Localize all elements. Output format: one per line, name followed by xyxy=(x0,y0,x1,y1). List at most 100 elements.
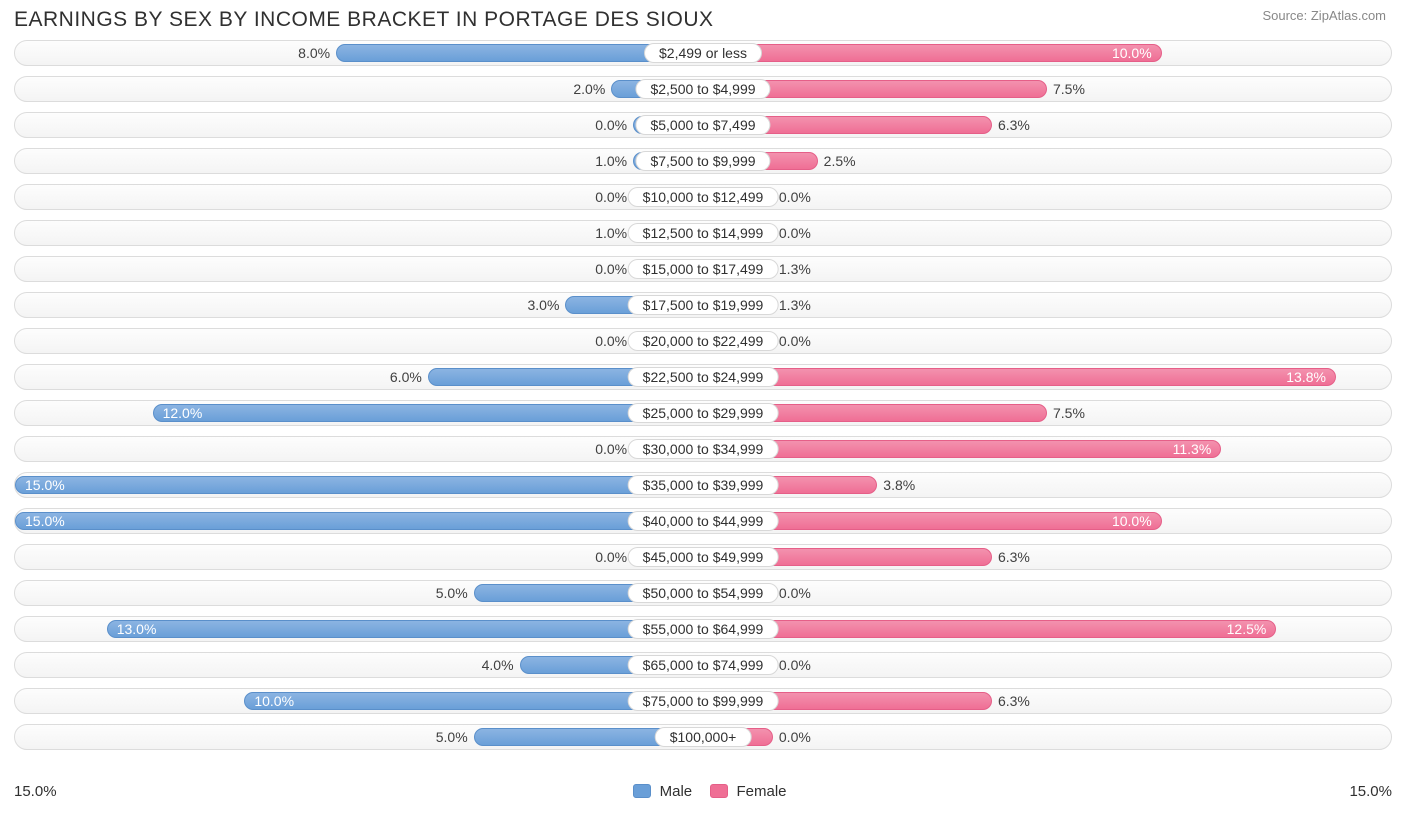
female-bar xyxy=(703,440,1221,458)
male-value: 4.0% xyxy=(482,653,520,677)
chart-row: 6.0% 13.8% $22,500 to $24,999 xyxy=(14,360,1392,394)
male-value: 2.0% xyxy=(573,77,611,101)
axis-max-right: 15.0% xyxy=(1349,783,1392,800)
female-value: 0.0% xyxy=(773,329,811,353)
category-label: $25,000 to $29,999 xyxy=(628,403,779,423)
category-label: $55,000 to $64,999 xyxy=(628,619,779,639)
female-value: 7.5% xyxy=(1047,401,1085,425)
legend-swatch-female xyxy=(710,784,728,798)
female-value: 10.0% xyxy=(1102,509,1162,533)
row-track: 13.0% 12.5% $55,000 to $64,999 xyxy=(14,616,1392,642)
chart-row: 15.0% 10.0% $40,000 to $44,999 xyxy=(14,504,1392,538)
male-value: 10.0% xyxy=(244,689,304,713)
category-label: $2,500 to $4,999 xyxy=(635,79,770,99)
male-value: 1.0% xyxy=(595,149,633,173)
row-track: 12.0%7.5%$25,000 to $29,999 xyxy=(14,400,1392,426)
female-value: 1.3% xyxy=(773,293,811,317)
chart-row: 2.0% 7.5% $2,500 to $4,999 xyxy=(14,72,1392,106)
chart-row: 1.0%0.0%$12,500 to $14,999 xyxy=(14,216,1392,250)
source-attribution: Source: ZipAtlas.com xyxy=(1262,8,1386,23)
row-track: 5.0%0.0%$50,000 to $54,999 xyxy=(14,580,1392,606)
category-label: $45,000 to $49,999 xyxy=(628,547,779,567)
axis-max-left: 15.0% xyxy=(14,783,57,800)
row-track: 0.0%0.0%$20,000 to $22,499 xyxy=(14,328,1392,354)
chart-body: 8.0%10.0%$2,499 or less2.0%7.5%$2,500 to… xyxy=(0,36,1406,754)
female-value: 1.3% xyxy=(773,257,811,281)
category-label: $75,000 to $99,999 xyxy=(628,691,779,711)
chart-row: 5.0%0.0%$100,000+ xyxy=(14,720,1392,754)
male-bar xyxy=(153,404,703,422)
category-label: $30,000 to $34,999 xyxy=(628,439,779,459)
category-label: $65,000 to $74,999 xyxy=(628,655,779,675)
category-label: $22,500 to $24,999 xyxy=(628,367,779,387)
female-bar xyxy=(703,620,1276,638)
female-value: 11.3% xyxy=(1163,437,1222,461)
female-bar xyxy=(703,368,1336,386)
chart-row: 4.0% 0.0%$65,000 to $74,999 xyxy=(14,648,1392,682)
male-value: 6.0% xyxy=(390,365,428,389)
male-bar xyxy=(15,476,703,494)
female-value: 6.3% xyxy=(992,689,1030,713)
category-label: $2,499 or less xyxy=(644,43,762,63)
male-value: 15.0% xyxy=(15,509,75,533)
female-value: 7.5% xyxy=(1047,77,1085,101)
chart-row: 13.0% 12.5% $55,000 to $64,999 xyxy=(14,612,1392,646)
female-value: 2.5% xyxy=(818,149,856,173)
category-label: $20,000 to $22,499 xyxy=(628,331,779,351)
chart-row: 0.0% 6.3% $5,000 to $7,499 xyxy=(14,108,1392,142)
category-label: $100,000+ xyxy=(655,727,752,747)
female-bar xyxy=(703,44,1162,62)
chart-row: 15.0%3.8%$35,000 to $39,999 xyxy=(14,468,1392,502)
row-track: 8.0%10.0%$2,499 or less xyxy=(14,40,1392,66)
row-track: 1.0%0.0%$12,500 to $14,999 xyxy=(14,220,1392,246)
male-value: 8.0% xyxy=(298,41,336,65)
female-value: 0.0% xyxy=(773,581,811,605)
male-bar xyxy=(15,512,703,530)
category-label: $40,000 to $44,999 xyxy=(628,511,779,531)
legend-label-male: Male xyxy=(660,783,693,800)
female-value: 0.0% xyxy=(773,653,811,677)
chart-footer: 15.0% Male Female 15.0% xyxy=(14,783,1392,800)
chart-row: 8.0%10.0%$2,499 or less xyxy=(14,36,1392,70)
chart-row: 0.0%0.0%$10,000 to $12,499 xyxy=(14,180,1392,214)
row-track: 3.0% 1.3%$17,500 to $19,999 xyxy=(14,292,1392,318)
female-value: 13.8% xyxy=(1276,365,1336,389)
chart-row: 1.0% 2.5% $7,500 to $9,999 xyxy=(14,144,1392,178)
row-track: 0.0% 6.3% $5,000 to $7,499 xyxy=(14,112,1392,138)
male-value: 15.0% xyxy=(15,473,75,497)
chart-row: 0.0%0.0%$20,000 to $22,499 xyxy=(14,324,1392,358)
male-value: 5.0% xyxy=(436,725,474,749)
chart-row: 0.0%1.3%$15,000 to $17,499 xyxy=(14,252,1392,286)
legend-swatch-male xyxy=(633,784,651,798)
chart-header: EARNINGS BY SEX BY INCOME BRACKET IN POR… xyxy=(0,0,1406,36)
category-label: $12,500 to $14,999 xyxy=(628,223,779,243)
row-track: 6.0% 13.8% $22,500 to $24,999 xyxy=(14,364,1392,390)
chart-row: 0.0%6.3%$45,000 to $49,999 xyxy=(14,540,1392,574)
male-value: 0.0% xyxy=(595,113,633,137)
male-value: 13.0% xyxy=(107,617,167,641)
row-track: 4.0% 0.0%$65,000 to $74,999 xyxy=(14,652,1392,678)
male-value: 3.0% xyxy=(527,293,565,317)
row-track: 5.0%0.0%$100,000+ xyxy=(14,724,1392,750)
category-label: $17,500 to $19,999 xyxy=(628,295,779,315)
female-value: 6.3% xyxy=(992,113,1030,137)
row-track: 0.0%1.3%$15,000 to $17,499 xyxy=(14,256,1392,282)
category-label: $15,000 to $17,499 xyxy=(628,259,779,279)
row-track: 2.0% 7.5% $2,500 to $4,999 xyxy=(14,76,1392,102)
female-value: 0.0% xyxy=(773,221,811,245)
row-track: 10.0% 6.3% $75,000 to $99,999 xyxy=(14,688,1392,714)
legend-label-female: Female xyxy=(737,783,787,800)
chart-row: 12.0%7.5%$25,000 to $29,999 xyxy=(14,396,1392,430)
category-label: $7,500 to $9,999 xyxy=(635,151,770,171)
chart-row: 5.0%0.0%$50,000 to $54,999 xyxy=(14,576,1392,610)
row-track: 1.0% 2.5% $7,500 to $9,999 xyxy=(14,148,1392,174)
category-label: $5,000 to $7,499 xyxy=(635,115,770,135)
chart-row: 3.0% 1.3%$17,500 to $19,999 xyxy=(14,288,1392,322)
row-track: 15.0% 10.0% $40,000 to $44,999 xyxy=(14,508,1392,534)
category-label: $10,000 to $12,499 xyxy=(628,187,779,207)
row-track: 0.0%6.3%$45,000 to $49,999 xyxy=(14,544,1392,570)
chart-title: EARNINGS BY SEX BY INCOME BRACKET IN POR… xyxy=(14,8,714,32)
female-value: 12.5% xyxy=(1217,617,1277,641)
row-track: 0.0%11.3%$30,000 to $34,999 xyxy=(14,436,1392,462)
row-track: 0.0%0.0%$10,000 to $12,499 xyxy=(14,184,1392,210)
